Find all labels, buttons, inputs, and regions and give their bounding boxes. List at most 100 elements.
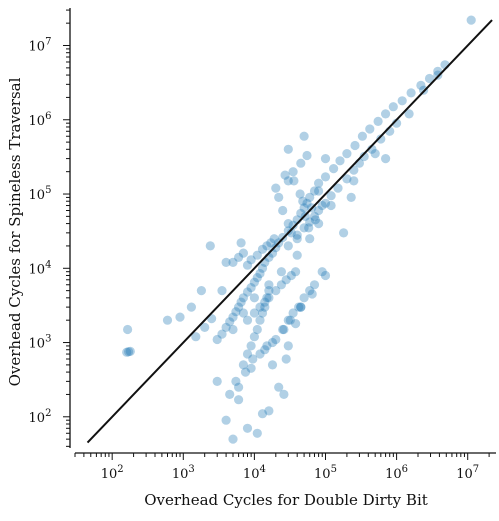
data-point — [249, 277, 259, 287]
data-point — [252, 428, 262, 438]
data-point — [317, 200, 327, 211]
data-point — [257, 244, 268, 254]
data-point — [299, 293, 309, 303]
data-point — [271, 334, 281, 345]
data-point — [271, 243, 281, 253]
data-point — [381, 109, 391, 119]
data-point — [466, 15, 476, 25]
data-point — [314, 205, 324, 216]
data-point — [255, 349, 265, 359]
y-axis-ticks: 102 103 104 105 106 107 — [29, 9, 70, 447]
data-point — [281, 354, 291, 364]
data-point — [238, 248, 248, 258]
data-point — [264, 406, 274, 416]
data-point — [286, 228, 296, 238]
data-point — [264, 293, 274, 303]
data-point — [365, 124, 375, 134]
y-tick-label: 104 — [29, 259, 52, 277]
data-point — [221, 415, 231, 425]
data-point — [238, 360, 248, 370]
data-point — [266, 238, 276, 248]
data-point — [314, 178, 324, 188]
data-point — [246, 363, 256, 373]
x-tick-label: 104 — [243, 464, 266, 482]
data-point — [283, 341, 293, 351]
data-point — [175, 312, 185, 322]
data-point — [249, 293, 259, 303]
y-tick-label: 103 — [29, 334, 52, 352]
y-tick-label: 102 — [29, 408, 52, 426]
data-point — [342, 149, 352, 159]
data-point — [295, 189, 305, 199]
data-point — [262, 241, 272, 251]
data-point — [221, 322, 231, 332]
data-point — [255, 315, 265, 325]
data-point — [236, 238, 246, 248]
data-point — [314, 219, 324, 229]
data-point — [257, 308, 268, 318]
data-point — [249, 332, 259, 342]
x-axis-title: Overhead Cycles for Double Dirty Bit — [144, 491, 428, 509]
data-point — [370, 149, 380, 159]
data-point — [388, 102, 398, 112]
data-point — [309, 186, 320, 196]
data-point — [329, 164, 339, 174]
data-point — [212, 376, 222, 386]
data-point — [288, 220, 298, 230]
data-point — [320, 198, 331, 208]
data-point — [307, 289, 317, 299]
data-point — [276, 267, 286, 277]
data-point — [283, 219, 293, 229]
data-point — [238, 308, 248, 318]
points-layer — [122, 15, 476, 444]
data-point — [267, 360, 278, 370]
data-point — [262, 341, 272, 351]
data-point — [246, 255, 256, 265]
data-point — [326, 200, 336, 211]
data-point — [404, 109, 414, 119]
x-tick-label: 103 — [172, 464, 195, 482]
data-point — [278, 324, 288, 335]
data-point — [260, 297, 270, 307]
data-point — [339, 228, 349, 238]
data-point — [122, 347, 132, 357]
data-point — [231, 307, 241, 317]
data-point — [228, 257, 238, 267]
data-point — [255, 302, 265, 312]
data-point — [200, 322, 210, 332]
data-point — [242, 349, 253, 359]
data-point — [217, 286, 227, 296]
data-point — [326, 191, 336, 201]
data-point — [281, 275, 291, 285]
data-point — [260, 302, 270, 312]
data-point — [280, 170, 290, 180]
data-point — [342, 174, 352, 184]
data-point — [252, 250, 262, 260]
data-point — [252, 273, 262, 283]
data-point — [305, 286, 315, 296]
data-point — [292, 250, 302, 260]
data-point — [267, 337, 278, 348]
data-point — [162, 315, 173, 325]
data-point — [299, 131, 309, 141]
data-point — [252, 324, 262, 335]
data-point — [123, 324, 133, 335]
data-point — [286, 270, 296, 281]
data-point — [279, 389, 289, 399]
data-point — [225, 389, 235, 399]
data-point — [291, 319, 301, 329]
data-point — [249, 308, 259, 318]
data-point — [276, 280, 286, 290]
data-point — [289, 176, 299, 186]
data-point — [299, 203, 309, 213]
data-point — [291, 267, 301, 277]
data-point — [333, 183, 343, 193]
data-point — [269, 234, 279, 244]
data-point — [294, 302, 304, 312]
data-point — [283, 315, 293, 325]
data-point — [274, 382, 284, 392]
data-point — [274, 192, 284, 202]
data-point — [320, 172, 331, 182]
data-point — [248, 354, 258, 364]
